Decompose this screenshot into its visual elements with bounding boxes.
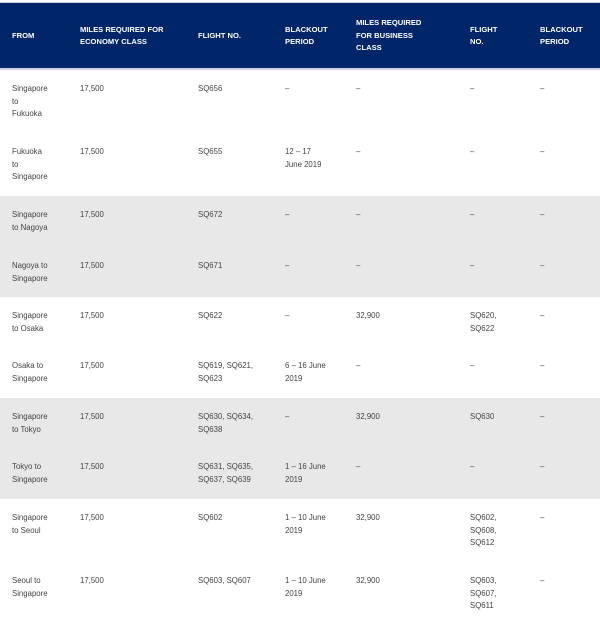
header-from: FROM (12, 3, 76, 69)
header-label: FLIGHT NO. (198, 30, 242, 40)
cell-economy-flight-no: SQ619, SQ621, SQ623 (198, 361, 254, 383)
cell-economy-blackout: – (285, 412, 290, 421)
cell-economy-miles: 17,500 (80, 462, 104, 471)
cell-from: Fukuoka to Singapore (12, 147, 48, 181)
cell-business-miles: 32,900 (356, 412, 380, 421)
cell-business-blackout: – (540, 361, 545, 370)
cell-economy-blackout: 1 – 10 June 2019 (285, 576, 326, 598)
table-row: Osaka to Singapore 17,500 SQ619, SQ621, SQ… (0, 347, 600, 398)
cell-from: Singapore to Osaka (12, 311, 48, 333)
header-economy-miles: MILES REQUIRED FOR ECONOMY CLASS (80, 3, 190, 69)
cell-business-flight-no: SQ603, SQ607, SQ611 (470, 576, 497, 610)
cell-business-blackout: – (540, 311, 545, 320)
table-row: Nagoya to Singapore 17,500 SQ671 – – – – (0, 247, 600, 297)
header-economy-blackout: BLACKOUT PERIOD (285, 3, 353, 69)
cell-from: Seoul to Singapore (12, 576, 48, 598)
table-row: Fukuoka to Singapore 17,500 SQ655 12 – 17 J… (0, 133, 600, 196)
cell-business-miles: 32,900 (356, 311, 380, 320)
table-row: Singapore to Fukuoka 17,500 SQ656 – – – – (0, 70, 600, 133)
cell-economy-flight-no: SQ602 (198, 513, 223, 522)
cell-business-blackout: – (540, 210, 545, 219)
table-header: FROM MILES REQUIRED FOR ECONOMY CLASS FLIG… (0, 2, 600, 70)
cell-business-flight-no: SQ620, SQ622 (470, 311, 497, 333)
cell-economy-blackout: – (285, 210, 290, 219)
cell-economy-miles: 17,500 (80, 576, 104, 585)
cell-business-flight-no: SQ630 (470, 412, 495, 421)
cell-business-miles: – (356, 210, 361, 219)
cell-economy-miles: 17,500 (80, 261, 104, 270)
cell-economy-blackout: 1 – 10 June 2019 (285, 513, 326, 535)
cell-business-miles: – (356, 261, 361, 270)
cell-from: Singapore to Fukuoka (12, 84, 48, 118)
header-business-flight-no: FLIGHT NO. (470, 3, 536, 69)
cell-business-flight-no: – (470, 261, 475, 270)
cell-economy-blackout: 6 – 16 June 2019 (285, 361, 326, 383)
cell-business-blackout: – (540, 513, 545, 522)
cell-business-flight-no: – (470, 462, 475, 471)
cell-economy-flight-no: SQ631, SQ635, SQ637, SQ639 (198, 462, 254, 484)
cell-economy-miles: 17,500 (80, 84, 104, 93)
cell-business-flight-no: – (470, 84, 475, 93)
header-label: FLIGHT NO. (470, 24, 498, 47)
cell-business-blackout: – (540, 576, 545, 585)
table-body: Singapore to Fukuoka 17,500 SQ656– – – – Fukuo… (0, 70, 600, 622)
table-row: Singapore to Osaka 17,500 SQ622 – 32,900 SQ62… (0, 297, 600, 347)
cell-economy-blackout: – (285, 261, 290, 270)
header-label: FROM (12, 30, 35, 40)
cell-business-blackout: – (540, 84, 545, 93)
header-business-blackout: BLACKOUT PERIOD (540, 3, 598, 69)
cell-economy-miles: 17,500 (80, 147, 104, 156)
table-row: Singapore to Nagoya 17,500 SQ672 – – – – (0, 196, 600, 247)
cell-business-blackout: – (540, 147, 545, 156)
cell-economy-miles: 17,500 (80, 210, 104, 219)
header-business-miles: MILES REQUIRED FOR BUSINESS CLASS (356, 3, 464, 69)
cell-business-blackout: – (540, 462, 545, 471)
cell-economy-flight-no: SQ603, SQ607 (198, 576, 251, 585)
cell-from: Nagoya to Singapore (12, 261, 48, 283)
cell-business-miles: – (356, 147, 361, 156)
cell-business-flight-no: SQ602, SQ608, SQ612 (470, 513, 497, 547)
cell-from: Tokyo to Singapore (12, 462, 48, 484)
cell-business-flight-no: – (470, 147, 475, 156)
cell-economy-flight-no: SQ630, SQ634, SQ638 (198, 412, 254, 434)
cell-economy-flight-no: SQ655 (198, 147, 223, 156)
cell-economy-miles: 17,500 (80, 361, 104, 370)
cell-from: Osaka to Singapore (12, 361, 48, 383)
cell-from: Singapore to Seoul (12, 513, 48, 535)
cell-economy-flight-no: SQ672 (198, 210, 223, 219)
table-row: Singapore to Seoul 17,500 SQ602 1 – 10 June… (0, 499, 600, 562)
cell-economy-blackout: 12 – 17 June 2019 (285, 147, 322, 169)
cell-economy-blackout: – (285, 311, 290, 320)
cell-economy-flight-no: SQ671 (198, 261, 223, 270)
table-row: Tokyo to Singapore 17,500 SQ631, SQ635, SQ… (0, 448, 600, 499)
cell-business-miles: 32,900 (356, 513, 380, 522)
table-row: Singapore to Tokyo 17,500 SQ630, SQ634, SQ… (0, 398, 600, 448)
cell-from: Singapore to Tokyo (12, 412, 48, 434)
cell-business-blackout: – (540, 261, 545, 270)
cell-economy-blackout: 1 – 16 June 2019 (285, 462, 326, 484)
cell-from: Singapore to Nagoya (12, 210, 48, 232)
cell-business-flight-no: – (470, 210, 475, 219)
cell-business-miles: 32,900 (356, 576, 380, 585)
header-label: BLACKOUT PERIOD (540, 24, 583, 47)
header-economy-flight-no: FLIGHT NO. (198, 3, 282, 69)
cell-economy-miles: 17,500 (80, 513, 104, 522)
cell-business-miles: – (356, 462, 361, 471)
cell-economy-blackout: – (285, 84, 290, 93)
cell-economy-miles: 17,500 (80, 311, 104, 320)
cell-business-miles: – (356, 361, 361, 370)
cell-business-miles: – (356, 84, 361, 93)
cell-business-flight-no: – (470, 361, 475, 370)
header-label: MILES REQUIRED FOR ECONOMY CLASS (80, 24, 164, 47)
cell-economy-flight-no: SQ656 (198, 84, 223, 93)
cell-economy-miles: 17,500 (80, 412, 104, 421)
cell-business-blackout: – (540, 412, 545, 421)
header-label: BLACKOUT PERIOD (285, 24, 328, 47)
cell-economy-flight-no: SQ622 (198, 311, 223, 320)
header-label: MILES REQUIRED FOR BUSINESS CLASS (356, 18, 422, 53)
table-row: Seoul to Singapore 17,500 SQ603, SQ607 1 – … (0, 562, 600, 622)
